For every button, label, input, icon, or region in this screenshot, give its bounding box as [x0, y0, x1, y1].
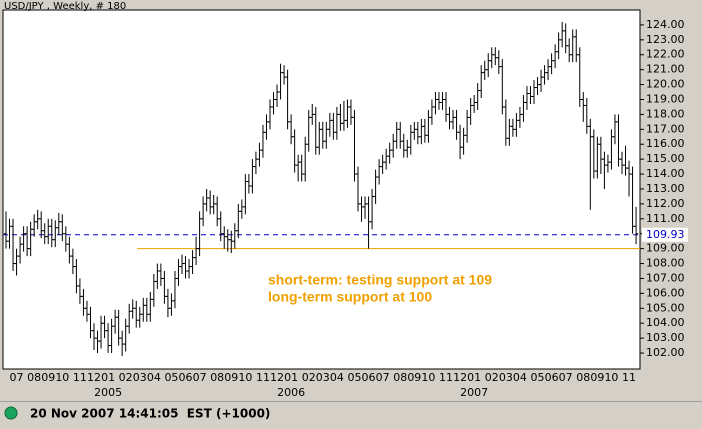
x-tick-label: 06 — [545, 371, 559, 384]
x-tick-label: 10 — [604, 371, 618, 384]
x-tick-label: 08 — [576, 371, 590, 384]
x-tick-label: 08 — [393, 371, 407, 384]
x-tick-label: 11 — [73, 371, 87, 384]
y-tick-label: 107.00 — [646, 271, 685, 284]
x-tick-label: 03 — [133, 371, 147, 384]
x-tick-label: 07 — [376, 371, 390, 384]
x-tick-label: 05 — [531, 371, 545, 384]
reference-label: 109.93 — [646, 228, 685, 241]
x-tick-label: 05 — [164, 371, 178, 384]
x-tick-label: 06 — [362, 371, 376, 384]
y-tick-label: 121.00 — [646, 63, 685, 76]
y-tick-label: 116.00 — [646, 137, 685, 150]
x-tick-label: 11 — [622, 371, 636, 384]
x-group-label: 2007 — [460, 386, 488, 399]
x-group-label: 2006 — [277, 386, 305, 399]
y-tick-label: 111.00 — [646, 212, 685, 225]
plot-area — [2, 9, 641, 370]
x-tick-label: 01 — [101, 371, 115, 384]
x-tick-label: 07 — [193, 371, 207, 384]
x-tick-label: 02 — [119, 371, 133, 384]
annotation: short-term: testing support at 109 — [268, 272, 492, 288]
x-tick-label: 09 — [590, 371, 604, 384]
x-tick-label: 03 — [316, 371, 330, 384]
y-tick-label: 117.00 — [646, 122, 685, 135]
x-tick-label: 04 — [513, 371, 527, 384]
x-tick-label: 04 — [147, 371, 161, 384]
status-icon — [4, 406, 18, 420]
x-tick-label: 04 — [330, 371, 344, 384]
y-tick-label: 106.00 — [646, 286, 685, 299]
x-tick-label: 10 — [55, 371, 69, 384]
x-tick-label: 03 — [499, 371, 513, 384]
x-tick-label: 01 — [467, 371, 481, 384]
y-tick-label: 120.00 — [646, 78, 685, 91]
x-tick-label: 06 — [179, 371, 193, 384]
x-tick-label: 01 — [284, 371, 298, 384]
annotation: long-term support at 100 — [268, 289, 432, 305]
x-tick-label: 10 — [238, 371, 252, 384]
x-tick-label: 10 — [421, 371, 435, 384]
y-tick-label: 123.00 — [646, 33, 685, 46]
chart-title: USD/JPY , Weekly, # 180 — [4, 1, 126, 12]
y-tick-label: 118.00 — [646, 107, 685, 120]
y-tick-label: 112.00 — [646, 197, 685, 210]
reference-label-bg — [642, 227, 688, 242]
y-tick-label: 105.00 — [646, 301, 685, 314]
y-tick-label: 108.00 — [646, 257, 685, 270]
y-tick-label: 114.00 — [646, 167, 685, 180]
x-tick-label: 08 — [27, 371, 41, 384]
x-tick-label: 09 — [41, 371, 55, 384]
x-group-label: 2005 — [94, 386, 122, 399]
x-tick-label: 12 — [270, 371, 284, 384]
x-tick-label: 09 — [407, 371, 421, 384]
y-tick-label: 102.00 — [646, 346, 685, 359]
y-tick-label: 122.00 — [646, 48, 685, 61]
y-tick-label: 103.00 — [646, 331, 685, 344]
y-tick-label: 124.00 — [646, 18, 685, 31]
y-tick-label: 119.00 — [646, 92, 685, 105]
x-tick-label: 05 — [347, 371, 361, 384]
x-tick-label: 02 — [302, 371, 316, 384]
x-tick-label: 08 — [210, 371, 224, 384]
y-tick-label: 113.00 — [646, 182, 685, 195]
x-tick-label: 02 — [485, 371, 499, 384]
x-tick-label: 12 — [453, 371, 467, 384]
x-tick-label: 09 — [224, 371, 238, 384]
y-tick-label: 104.00 — [646, 316, 685, 329]
x-tick-label: 11 — [439, 371, 453, 384]
y-tick-label: 109.00 — [646, 242, 685, 255]
x-tick-label: 07 — [10, 371, 24, 384]
x-tick-label: 07 — [559, 371, 573, 384]
status-text: 20 Nov 2007 14:41:05 EST (+1000) — [30, 407, 270, 421]
x-tick-label: 12 — [87, 371, 101, 384]
y-tick-label: 115.00 — [646, 152, 685, 165]
x-tick-label: 11 — [256, 371, 270, 384]
